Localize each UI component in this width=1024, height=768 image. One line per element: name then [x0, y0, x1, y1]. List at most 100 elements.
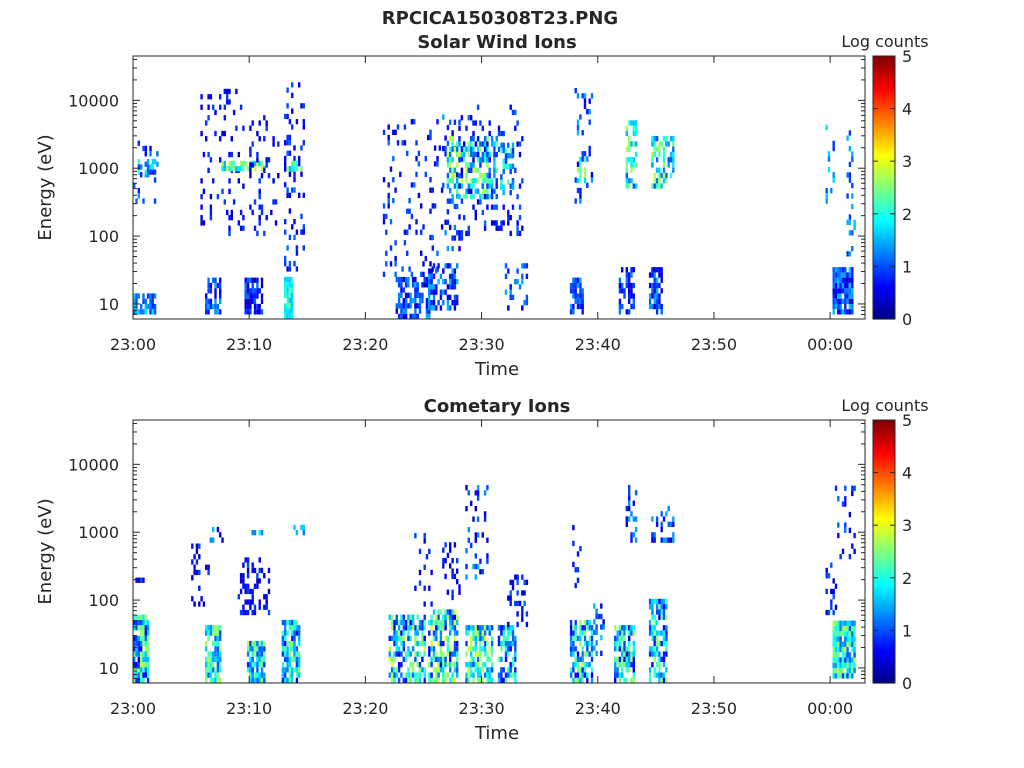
heatmap-cell	[446, 651, 450, 657]
heatmap-cell	[395, 646, 398, 652]
heatmap-cell	[414, 640, 417, 647]
heatmap-cell	[409, 298, 412, 304]
colorbar-step	[873, 240, 895, 244]
heatmap-cell	[449, 630, 452, 636]
heatmap-cell	[214, 672, 217, 678]
y-tick-label: 1000	[78, 159, 119, 178]
heatmap-cell	[265, 120, 268, 126]
heatmap-cell	[284, 287, 287, 293]
heatmap-cell	[142, 677, 145, 683]
heatmap-cell	[435, 284, 438, 290]
heatmap-cell	[839, 282, 842, 289]
heatmap-cell	[382, 213, 386, 220]
heatmap-cell	[514, 167, 517, 173]
colorbar-step	[873, 425, 895, 429]
heatmap-cell	[416, 303, 419, 309]
heatmap-cell	[428, 308, 431, 314]
heatmap-cell	[581, 309, 584, 315]
heatmap-cell	[140, 640, 143, 647]
heatmap-cell	[465, 125, 468, 131]
heatmap-cell	[500, 179, 503, 185]
heatmap-cell	[832, 298, 835, 304]
heatmap-cell	[260, 298, 264, 304]
heatmap-cell	[408, 208, 411, 214]
heatmap-cell	[432, 294, 436, 300]
heatmap-cell	[404, 677, 408, 683]
heatmap-cell	[451, 172, 454, 179]
heatmap-cell	[651, 598, 654, 605]
heatmap-cell	[251, 609, 254, 616]
heatmap-cell	[839, 631, 842, 637]
heatmap-cell	[449, 167, 452, 173]
heatmap-cell	[500, 672, 503, 678]
heatmap-cell	[502, 184, 505, 190]
heatmap-cell	[423, 651, 426, 657]
heatmap-cell	[392, 156, 395, 162]
heatmap-cell	[207, 569, 210, 576]
heatmap-cell	[479, 646, 482, 652]
heatmap-cell	[249, 162, 252, 168]
heatmap-cell	[841, 272, 845, 278]
heatmap-cell	[267, 567, 271, 574]
heatmap-cell	[632, 125, 635, 131]
colorbar-step	[873, 313, 895, 317]
heatmap-cell	[202, 220, 206, 226]
heatmap-cell	[421, 625, 424, 631]
heatmap-cell	[523, 579, 526, 585]
heatmap-cell	[483, 172, 487, 179]
heatmap-cell	[848, 272, 852, 278]
heatmap-cell	[848, 161, 852, 168]
heatmap-cell	[435, 305, 438, 311]
heatmap-cell	[427, 134, 430, 141]
heatmap-cell	[853, 219, 856, 225]
heatmap-cell	[588, 98, 591, 104]
heatmap-cell	[495, 204, 498, 210]
heatmap-cell	[302, 524, 305, 531]
colorbar-step	[873, 98, 895, 102]
heatmap-cell	[418, 298, 422, 304]
heatmap-cell	[428, 305, 431, 311]
heatmap-cell	[518, 284, 522, 290]
heatmap-cell	[848, 620, 852, 626]
heatmap-cell	[486, 178, 489, 184]
heatmap-cell	[465, 630, 468, 636]
heatmap-cell	[291, 287, 294, 293]
colorbar-step	[873, 575, 895, 579]
heatmap-cell	[470, 151, 473, 158]
heatmap-cell	[628, 656, 631, 662]
heatmap-cell	[844, 288, 847, 294]
heatmap-cell	[572, 525, 575, 531]
heatmap-cell	[483, 511, 487, 517]
heatmap-cell	[277, 141, 280, 147]
heatmap-cell	[488, 672, 491, 678]
heatmap-cell	[288, 287, 292, 293]
heatmap-cell	[509, 595, 512, 601]
x-tick-label: 00:00	[807, 335, 853, 354]
heatmap-cell	[446, 614, 450, 620]
heatmap-cell	[525, 621, 529, 628]
heatmap-cell	[392, 177, 395, 183]
heatmap-cell	[416, 614, 419, 620]
heatmap-cell	[632, 532, 635, 538]
heatmap-cell	[495, 193, 498, 200]
heatmap-cell	[839, 267, 842, 273]
heatmap-cell	[437, 300, 440, 306]
heatmap-cell	[263, 136, 266, 142]
colorbar-step	[873, 533, 895, 537]
heatmap-cell	[395, 672, 398, 678]
heatmap-cell	[851, 230, 854, 236]
heatmap-cell	[841, 662, 845, 668]
heatmap-cell	[442, 619, 445, 626]
heatmap-cell	[260, 667, 264, 673]
colorbar-step	[873, 303, 895, 307]
heatmap-cell	[432, 273, 436, 279]
heatmap-cell	[207, 298, 210, 304]
heatmap-cell	[144, 298, 147, 304]
heatmap-cell	[413, 119, 416, 125]
heatmap-cell	[621, 267, 624, 273]
heatmap-cell	[288, 303, 292, 309]
heatmap-cell	[205, 677, 208, 683]
heatmap-cell	[658, 604, 661, 610]
heatmap-cell	[424, 156, 427, 162]
heatmap-cell	[430, 640, 433, 647]
